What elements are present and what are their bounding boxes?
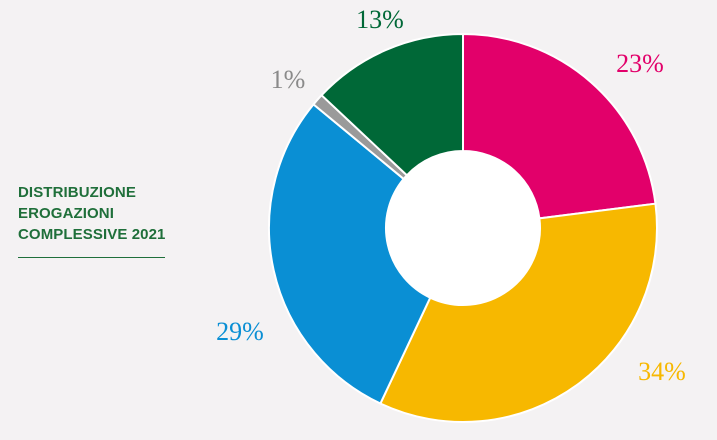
data-label-1pct: 1% xyxy=(271,65,306,94)
donut-hole xyxy=(386,151,540,305)
chart-title-line-3: COMPLESSIVE 2021 xyxy=(18,226,166,243)
chart-title: DISTRIBUZIONE EROGAZIONI COMPLESSIVE 202… xyxy=(18,182,208,245)
data-label-13pct: 13% xyxy=(356,5,404,34)
chart-title-line-2: EROGAZIONI xyxy=(18,205,115,222)
chart-title-line-1: DISTRIBUZIONE xyxy=(18,184,136,201)
donut-data-labels: 23% 34% 29% 1% 13% xyxy=(216,5,686,386)
donut-slices xyxy=(268,32,658,423)
data-label-34pct: 34% xyxy=(638,357,686,386)
title-underline xyxy=(18,257,165,258)
data-label-23pct: 23% xyxy=(616,49,664,78)
data-label-29pct: 29% xyxy=(216,317,264,346)
